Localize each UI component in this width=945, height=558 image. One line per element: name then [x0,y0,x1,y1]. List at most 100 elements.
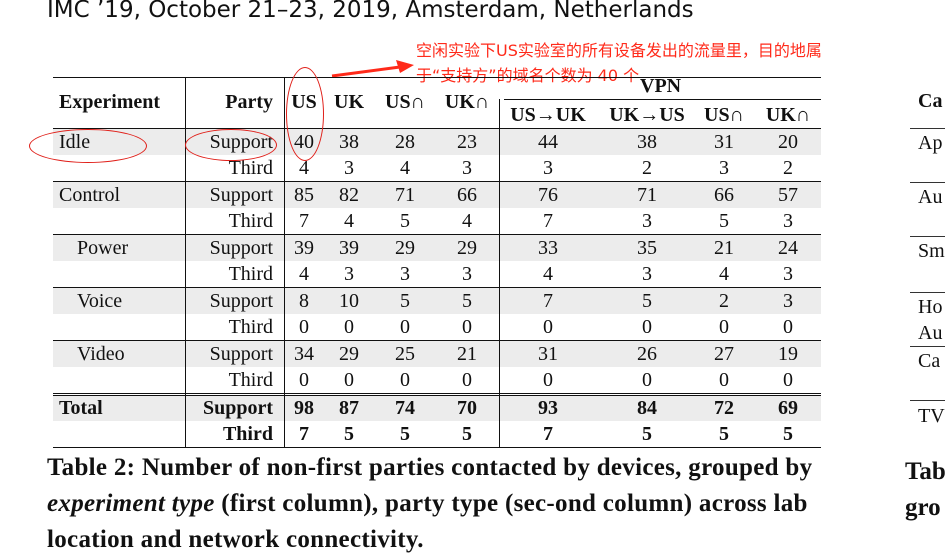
party-cell: Third [228,263,273,285]
value-cell: 0 [642,369,652,391]
value-cell: 39 [339,237,359,259]
header-vpn-uk-us: UK→US [609,104,685,126]
header-party: Party [225,91,273,113]
annotation-oval-idle [29,129,147,163]
value-cell: 29 [457,237,477,259]
value-cell: 3 [719,157,729,179]
value-cell: 5 [642,290,652,312]
table-row: Third 7 4 5 4 7 3 5 3 [53,208,821,234]
adjacent-table-cell: Au [918,322,943,344]
party-cell: Support [209,290,273,312]
value-cell: 29 [395,237,415,259]
value-cell: 7 [299,423,309,445]
adjacent-table-cell: Au [918,186,943,208]
table-row: Control Support 85 82 71 66 76 71 66 57 [53,182,821,208]
value-cell: 4 [543,263,553,285]
value-cell: 5 [719,423,729,445]
value-cell: 5 [462,423,472,445]
value-cell: 20 [778,131,798,153]
header-vpn-us-intersect: US∩ [704,104,744,126]
value-cell: 72 [714,397,734,419]
value-cell: 39 [294,237,314,259]
value-cell: 21 [714,237,734,259]
value-cell: 0 [783,316,793,338]
value-cell: 66 [714,184,734,206]
value-cell: 0 [400,316,410,338]
value-cell: 33 [538,237,558,259]
value-cell: 0 [783,369,793,391]
experiment-cell: Control [59,184,121,206]
annotation-line-2: 于“支持方”的域名个数为 40 个 [416,66,640,85]
value-cell: 38 [339,131,359,153]
party-cell: Support [209,184,273,206]
value-cell: 5 [783,423,793,445]
value-cell: 31 [714,131,734,153]
adjacent-table-cell: Ca [918,350,941,372]
value-cell: 3 [344,157,354,179]
annotation-line-1: 空闲实验下US实验室的所有设备发出的流量里，目的地属 [416,41,822,60]
header-rule [53,128,821,129]
header-us-intersect: US∩ [385,91,425,113]
value-cell: 5 [344,423,354,445]
value-cell: 5 [400,290,410,312]
annotation-note: 空闲实验下US实验室的所有设备发出的流量里，目的地属 于“支持方”的域名个数为 … [416,38,936,88]
value-cell: 0 [719,316,729,338]
value-cell: 0 [400,369,410,391]
column-divider [284,77,285,447]
value-cell: 7 [299,210,309,232]
value-cell: 28 [395,131,415,153]
party-cell: Third [228,210,273,232]
adjacent-table-cell: Ho [918,296,943,318]
value-cell: 2 [719,290,729,312]
adjacent-table-cell: TV [918,405,945,427]
value-cell: 44 [538,131,558,153]
value-cell: 35 [637,237,657,259]
value-cell: 7 [543,210,553,232]
group-divider [53,287,821,288]
adjacent-table-rule [910,182,945,183]
value-cell: 66 [457,184,477,206]
value-cell: 0 [344,369,354,391]
adjacent-table-header: Ca [918,90,943,112]
adjacent-table-cell: Sm [918,240,945,262]
value-cell: 98 [294,397,314,419]
value-cell: 0 [462,369,472,391]
group-divider [53,234,821,235]
value-cell: 85 [294,184,314,206]
value-cell: 4 [299,263,309,285]
adjacent-table-cell: Ap [918,132,943,154]
experiment-cell: Voice [77,290,123,312]
value-cell: 29 [339,343,359,365]
value-cell: 31 [538,343,558,365]
annotation-arrow-icon [331,60,414,78]
value-cell: 87 [339,397,359,419]
party-cell: Third [228,316,273,338]
party-cell: Support [202,397,273,419]
value-cell: 70 [457,397,477,419]
value-cell: 3 [462,263,472,285]
adjacent-caption-fragment: Tab [905,458,945,485]
value-cell: 69 [778,397,798,419]
value-cell: 3 [400,263,410,285]
table-row: Total Support 98 87 74 70 93 84 72 69 [53,395,821,421]
value-cell: 84 [637,397,657,419]
value-cell: 5 [462,290,472,312]
party-cell: Support [209,343,273,365]
table-row: Idle Support 40 38 28 23 44 38 31 20 [53,129,821,155]
value-cell: 4 [299,157,309,179]
table-row: Video Support 34 29 25 21 31 26 27 19 [53,341,821,367]
party-cell: Third [228,157,273,179]
value-cell: 10 [339,290,359,312]
value-cell: 4 [719,263,729,285]
value-cell: 4 [400,157,410,179]
value-cell: 7 [543,423,553,445]
annotation-oval-support [185,129,277,161]
table-caption: Table 2: Number of non-first parties con… [47,454,813,553]
value-cell: 4 [344,210,354,232]
value-cell: 5 [642,423,652,445]
value-cell: 0 [719,369,729,391]
value-cell: 71 [395,184,415,206]
column-divider [185,77,186,447]
table-row: Third 0 0 0 0 0 0 0 0 [53,314,821,340]
adjacent-caption-fragment: gro [905,494,941,521]
